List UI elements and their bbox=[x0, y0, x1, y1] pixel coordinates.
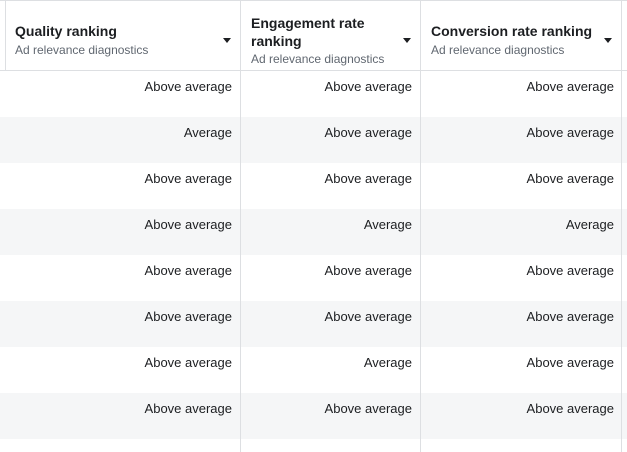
table-row: Above average Average Average bbox=[0, 209, 627, 255]
table-row: Above average Above average Above averag… bbox=[0, 163, 627, 209]
conversion-rate-ranking-column-header[interactable]: Conversion rate ranking Ad relevance dia… bbox=[421, 1, 621, 71]
quality-ranking-column-header[interactable]: Quality ranking Ad relevance diagnostics bbox=[0, 1, 240, 71]
quality-ranking-cell: Above average bbox=[144, 309, 232, 324]
table-row: Above average Average Above average bbox=[0, 347, 627, 393]
table-row bbox=[0, 439, 627, 452]
table-row: Above average Above average Above averag… bbox=[0, 301, 627, 347]
engagement-rate-ranking-column-header[interactable]: Engagement rate ranking Ad relevance dia… bbox=[241, 1, 420, 71]
conversion-rate-ranking-cell: Above average bbox=[526, 171, 614, 186]
quality-ranking-cell: Above average bbox=[144, 79, 232, 94]
quality-ranking-cell: Average bbox=[183, 125, 232, 140]
caret-down-icon[interactable] bbox=[604, 38, 612, 43]
engagement-rate-ranking-cell: Above average bbox=[324, 309, 412, 324]
quality-ranking-cell: Above average bbox=[144, 355, 232, 370]
column-title: Conversion rate ranking bbox=[431, 23, 593, 39]
column-title: Engagement rate ranking bbox=[251, 15, 365, 49]
conversion-rate-ranking-cell: Above average bbox=[526, 263, 614, 278]
quality-ranking-cell: Above average bbox=[144, 171, 232, 186]
conversion-rate-ranking-cell: Above average bbox=[526, 125, 614, 140]
engagement-rate-ranking-cell: Average bbox=[363, 217, 412, 232]
conversion-rate-ranking-cell: Average bbox=[565, 217, 614, 232]
conversion-rate-ranking-cell: Above average bbox=[526, 79, 614, 94]
column-divider bbox=[621, 0, 622, 452]
table-row: Above average Above average Above averag… bbox=[0, 255, 627, 301]
table-header: Quality ranking Ad relevance diagnostics… bbox=[0, 0, 627, 71]
quality-ranking-cell: Above average bbox=[144, 401, 232, 416]
table-row: Average Above average Above average bbox=[0, 117, 627, 163]
table-row: Above average Above average Above averag… bbox=[0, 393, 627, 439]
column-subtitle: Ad relevance diagnostics bbox=[15, 43, 149, 57]
quality-ranking-cell: Above average bbox=[144, 217, 232, 232]
column-subtitle: Ad relevance diagnostics bbox=[431, 43, 565, 57]
engagement-rate-ranking-cell: Above average bbox=[324, 79, 412, 94]
conversion-rate-ranking-cell: Above average bbox=[526, 309, 614, 324]
column-subtitle: Ad relevance diagnostics bbox=[251, 52, 385, 66]
quality-ranking-cell: Above average bbox=[144, 263, 232, 278]
column-title: Quality ranking bbox=[15, 23, 117, 39]
column-divider bbox=[420, 0, 421, 452]
column-divider bbox=[5, 0, 6, 71]
engagement-rate-ranking-cell: Average bbox=[363, 355, 412, 370]
conversion-rate-ranking-cell: Above average bbox=[526, 355, 614, 370]
engagement-rate-ranking-cell: Above average bbox=[324, 125, 412, 140]
engagement-rate-ranking-cell: Above average bbox=[324, 171, 412, 186]
column-divider bbox=[240, 0, 241, 452]
conversion-rate-ranking-cell: Above average bbox=[526, 401, 614, 416]
engagement-rate-ranking-cell: Above average bbox=[324, 401, 412, 416]
caret-down-icon[interactable] bbox=[403, 38, 411, 43]
engagement-rate-ranking-cell: Above average bbox=[324, 263, 412, 278]
table-row: Above average Above average Above averag… bbox=[0, 71, 627, 117]
caret-down-icon[interactable] bbox=[223, 38, 231, 43]
